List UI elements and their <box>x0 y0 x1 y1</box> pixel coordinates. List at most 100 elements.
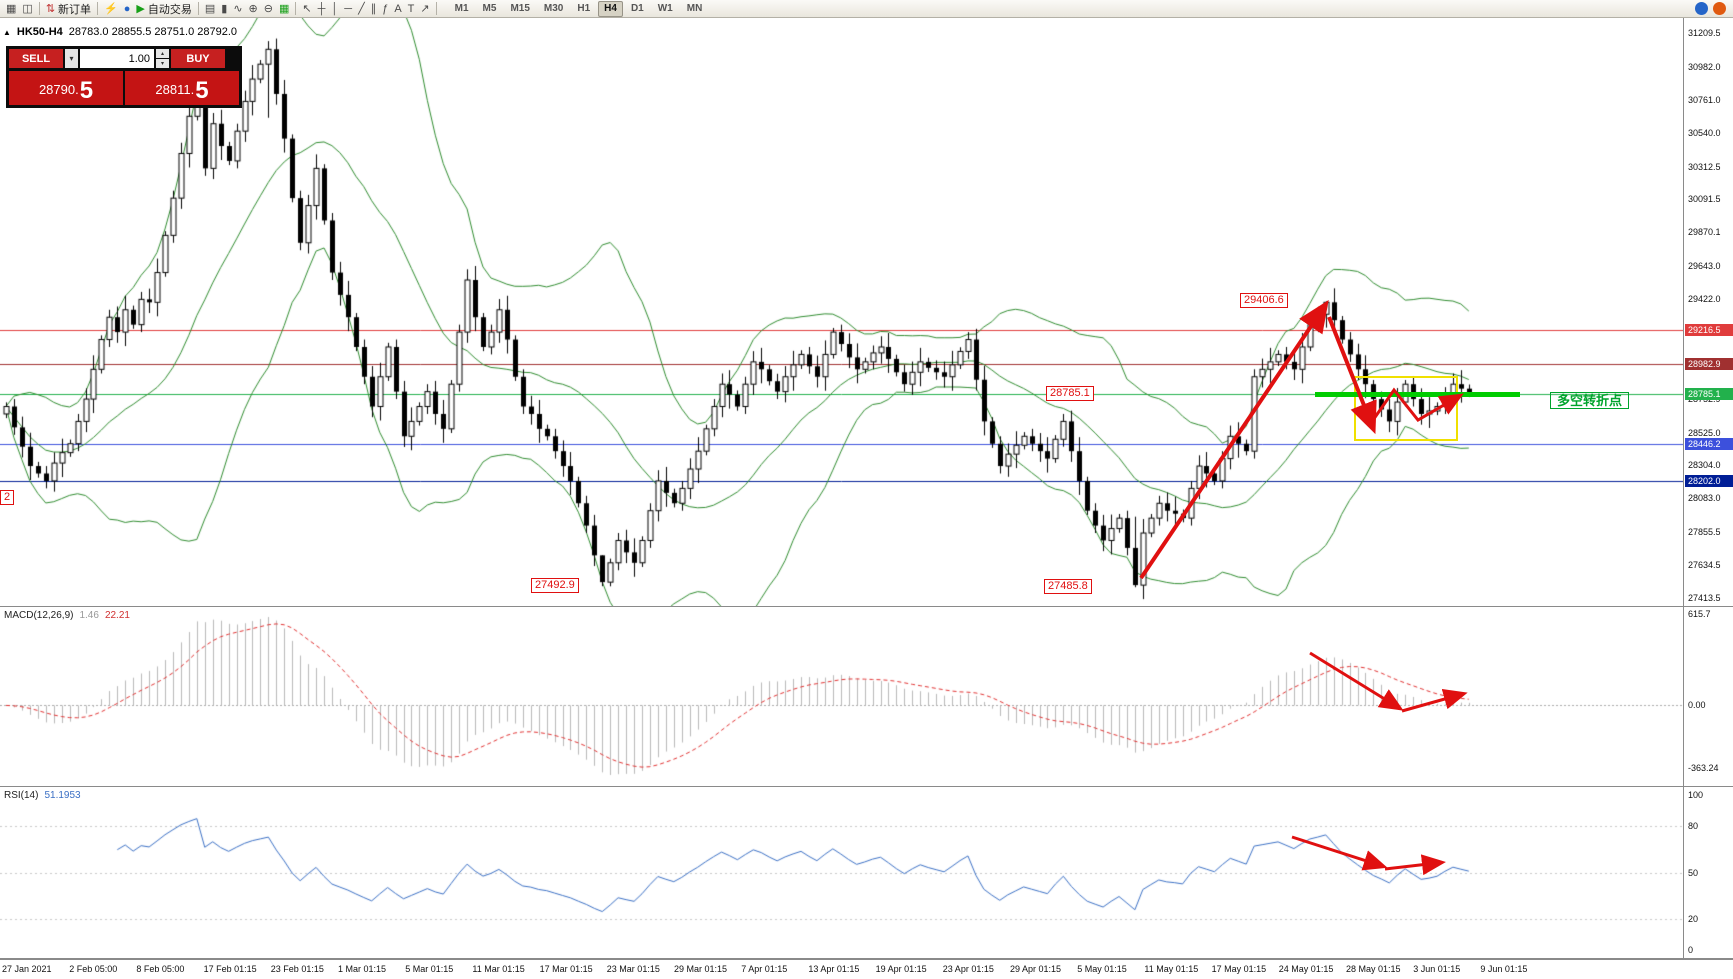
turning-point-label[interactable]: 多空转折点 <box>1550 392 1630 410</box>
buy-price[interactable]: 28811. 5 <box>125 71 239 105</box>
rsi-axis[interactable]: 100 80 50 20 0 <box>1683 787 1733 958</box>
panel-separator[interactable] <box>0 606 1733 607</box>
toolbar: ▦ ◫ ⇅ 新订单 ⚡ ● ▶ 自动交易 ▤ ▮ ∿ ⊕ ⊖ ▦ ↖ ┼ │ ─ ╱ ∥ ƒ A T ↗ M1 M5 M15 M30… <box>0 0 1733 18</box>
macd-canvas[interactable] <box>0 607 1683 786</box>
toolbar-right-icons <box>1695 2 1730 15</box>
toolbar-separator <box>38 2 40 15</box>
toolbar-separator <box>435 2 437 15</box>
price-badge: 29216.5 <box>1685 323 1733 336</box>
vertical-line-icon[interactable]: │ <box>331 2 339 15</box>
timeframe-m30-button[interactable]: M30 <box>543 2 564 14</box>
sell-price-main: 28790. <box>38 82 79 97</box>
sell-button[interactable]: SELL <box>9 49 63 68</box>
time-label: 3 Jun 01:15 <box>1413 964 1461 974</box>
text-icon[interactable]: A <box>394 2 402 15</box>
time-label: 29 Apr 01:15 <box>1010 964 1062 974</box>
price-tick: 30761.0 <box>1688 94 1721 105</box>
timeframe-h4-button[interactable]: H4 <box>598 0 623 17</box>
rsi-value: 51.1953 <box>44 790 81 801</box>
auto-trading-button[interactable]: ▶ 自动交易 <box>136 2 192 16</box>
timeframe-mn-button[interactable]: MN <box>686 2 703 14</box>
rsi-panel: RSI(14) 51.1953 <box>0 787 1683 958</box>
timeframe-w1-button[interactable]: W1 <box>657 2 673 14</box>
buy-button[interactable]: BUY <box>171 49 225 68</box>
candlestick-chart-icon[interactable]: ▮ <box>221 2 228 15</box>
chart-symbol: HK50-H4 <box>16 26 63 38</box>
price-label-swing-low-1[interactable]: 27492.9 <box>531 578 579 594</box>
zoom-out-icon[interactable]: ⊖ <box>263 2 273 15</box>
rsi-label: RSI(14) 51.1953 <box>4 790 81 801</box>
crosshair-icon[interactable]: ┼ <box>317 2 326 15</box>
bar-chart-icon[interactable]: ▤ <box>204 2 216 15</box>
time-label: 23 Feb 01:15 <box>270 964 324 974</box>
toolbar-icon-groups: ▦ ◫ ⇅ 新订单 ⚡ ● ▶ 自动交易 ▤ ▮ ∿ ⊕ ⊖ ▦ ↖ ┼ │ ─ ╱ ∥ ƒ A T ↗ <box>3 1 433 17</box>
price-tick: 30982.0 <box>1688 61 1721 72</box>
price-chart-canvas[interactable] <box>0 18 1683 606</box>
time-axis[interactable]: 27 Jan 2021 2 Feb 05:00 8 Feb 05:00 17 Feb … <box>0 959 1733 979</box>
timeframe-h1-button[interactable]: H1 <box>577 2 591 14</box>
price-tick: 27855.5 <box>1688 527 1721 538</box>
time-label: 11 Mar 01:15 <box>472 964 525 974</box>
macd-axis[interactable]: 615.7 0.00 -363.24 <box>1683 607 1733 786</box>
panel-separator[interactable] <box>0 958 1733 959</box>
equidistant-channel-icon[interactable]: ∥ <box>370 2 377 15</box>
toolbar-separator <box>197 2 199 15</box>
alerts-icon[interactable] <box>1713 2 1726 15</box>
volume-input[interactable] <box>80 49 154 68</box>
volume-up-button[interactable]: ▴ <box>156 49 169 58</box>
new-chart-icon[interactable]: ◫ <box>22 2 33 15</box>
macd-panel: MACD(12,26,9) 1.46 22.21 <box>0 607 1683 786</box>
line-chart-icon[interactable]: ∿ <box>233 2 243 15</box>
time-label: 8 Feb 05:00 <box>136 964 185 974</box>
consolidation-rectangle[interactable] <box>1354 376 1458 441</box>
timeframe-m15-button[interactable]: M15 <box>510 2 530 14</box>
rsi-axis-label: 50 <box>1688 867 1699 878</box>
terminal-icon[interactable]: ▦ <box>6 2 17 15</box>
price-chart-panel: ▲ HK50-H4 28783.0 28855.5 28751.0 28792.… <box>0 18 1683 606</box>
clipped-price-label[interactable]: 2 <box>0 490 15 506</box>
volume-down-button[interactable]: ▾ <box>156 59 169 68</box>
time-label: 29 Mar 01:15 <box>674 964 728 974</box>
timeframe-m5-button[interactable]: M5 <box>482 2 497 14</box>
volume-dropdown-button[interactable]: ▾ <box>65 49 78 68</box>
time-label: 5 Mar 01:15 <box>405 964 454 974</box>
support-thick-line[interactable] <box>1315 391 1520 397</box>
time-label: 27 Jan 2021 <box>2 964 52 974</box>
collapse-panel-icon[interactable]: ▲ <box>3 27 11 37</box>
horizontal-line-icon[interactable]: ─ <box>344 2 353 15</box>
autotrading-lightning-icon[interactable]: ⚡ <box>104 2 118 15</box>
text-label-icon[interactable]: T <box>407 2 415 15</box>
panel-separator[interactable] <box>0 786 1733 787</box>
time-label: 19 Apr 01:15 <box>875 964 927 974</box>
price-axis[interactable]: 31209.5 30982.0 30761.0 30540.0 30312.5 30091… <box>1683 18 1733 606</box>
price-label-swing-high[interactable]: 29406.6 <box>1240 293 1288 309</box>
zoom-in-icon[interactable]: ⊕ <box>248 2 258 15</box>
rsi-axis-label: 20 <box>1688 914 1699 924</box>
fibonacci-icon[interactable]: ƒ <box>382 2 389 15</box>
tile-windows-icon[interactable]: ▦ <box>278 2 290 15</box>
timeframe-d1-button[interactable]: D1 <box>630 2 644 14</box>
time-label: 9 Jun 01:15 <box>1480 964 1528 974</box>
community-icon[interactable] <box>1695 2 1708 15</box>
macd-axis-label: 615.7 <box>1688 609 1711 619</box>
timeframe-toolbar: M1 M5 M15 M30 H1 H4 D1 W1 MN <box>448 0 710 17</box>
cursor-icon[interactable]: ↖ <box>302 2 312 15</box>
price-tick: 28304.0 <box>1688 460 1721 471</box>
rsi-canvas[interactable] <box>0 787 1683 958</box>
new-order-button[interactable]: ⇅ 新订单 <box>45 2 92 16</box>
rsi-axis-label: 0 <box>1688 945 1694 955</box>
price-badge: 28785.1 <box>1685 387 1733 400</box>
macd-name: MACD(12,26,9) <box>4 610 74 621</box>
price-tick: 29870.1 <box>1688 227 1721 238</box>
sell-price[interactable]: 28790. 5 <box>9 71 123 105</box>
time-label: 11 May 01:15 <box>1144 964 1199 974</box>
expert-advisors-icon[interactable]: ● <box>123 2 131 15</box>
trendline-icon[interactable]: ╱ <box>358 2 365 15</box>
arrow-tool-icon[interactable]: ↗ <box>420 2 430 15</box>
price-label-swing-low-2[interactable]: 27485.8 <box>1044 579 1092 595</box>
price-tick: 30312.5 <box>1688 161 1721 172</box>
rsi-axis-label: 80 <box>1688 821 1699 831</box>
macd-axis-label: 0.00 <box>1688 700 1706 711</box>
timeframe-m1-button[interactable]: M1 <box>454 2 469 14</box>
price-label-level[interactable]: 28785.1 <box>1046 385 1094 401</box>
